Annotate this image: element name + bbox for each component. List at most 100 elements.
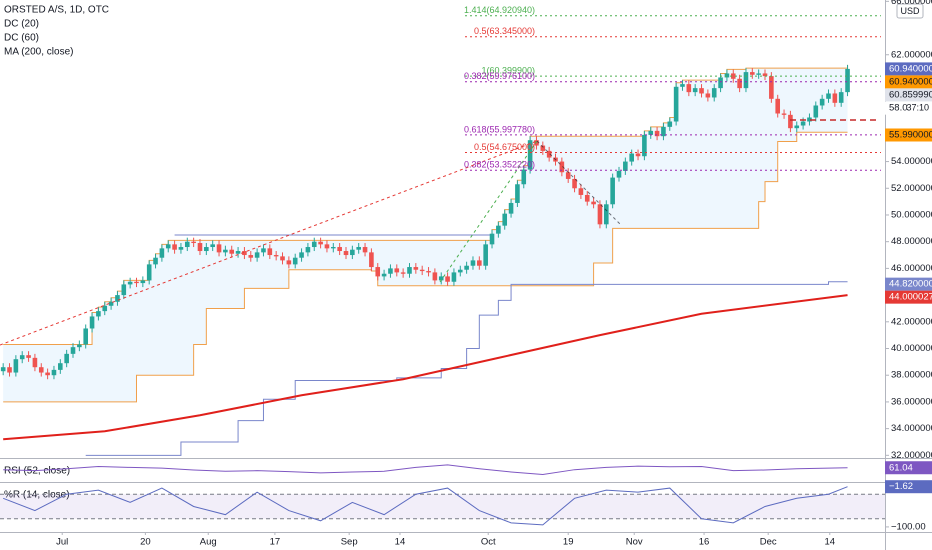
y-tick-label: 46.000000: [891, 263, 932, 274]
fib-label: 1(60.399900): [481, 65, 535, 75]
candle-body: [413, 267, 419, 270]
candle-body: [540, 145, 546, 151]
candle-body: [584, 194, 590, 202]
candle-body: [191, 241, 196, 244]
y-tick-label: 62.000000: [891, 49, 932, 60]
candle-body: [51, 369, 57, 376]
candle-body: [165, 244, 171, 249]
candle-body: [534, 140, 539, 146]
x-tick-label: Dec: [760, 537, 777, 548]
y-tick-label: 42.000000: [891, 316, 932, 327]
candle-body: [578, 188, 584, 195]
candle-body: [680, 84, 685, 87]
x-tick-label: 19: [563, 537, 574, 548]
candle-body: [483, 244, 488, 266]
price-tag-label: 55.990000: [889, 130, 932, 141]
candle-body: [216, 244, 222, 253]
candle-body: [153, 257, 158, 265]
y-tick-label: 38.000000: [891, 370, 932, 381]
candle-body: [438, 276, 444, 281]
candle-body: [159, 248, 165, 258]
candle-body: [45, 372, 50, 376]
candle-body: [743, 72, 749, 89]
candle-body: [724, 73, 730, 78]
price-tag: [885, 75, 932, 89]
currency-box[interactable]: [896, 3, 924, 19]
value-tag-label: −1.62: [889, 481, 913, 492]
price-tag: [885, 62, 932, 76]
candle-body: [115, 295, 120, 302]
currency[interactable]: USD: [900, 6, 920, 16]
candle-body: [781, 113, 787, 115]
symbol-title: ORSTED A/S, 1D, OTC: [4, 5, 109, 16]
candle-body: [375, 267, 381, 277]
candle-body: [19, 355, 25, 360]
candle-body: [603, 204, 609, 225]
fib-label: 0.382(59.976100): [464, 71, 535, 81]
fib-label: 0.382(53.352220): [464, 160, 535, 170]
fib-label: 0.618(55.997780): [464, 124, 535, 134]
candle-body: [769, 76, 774, 99]
x-tick-label: 14: [824, 537, 835, 548]
candle-body: [369, 252, 374, 268]
oscillator-line: [3, 464, 848, 476]
candle-body: [32, 357, 38, 368]
candle-body: [248, 255, 254, 258]
candle-body: [172, 244, 177, 250]
candle-body: [292, 257, 298, 265]
price-tag-label: 44.000027: [889, 292, 932, 303]
candle-body: [788, 114, 793, 129]
candle-body: [610, 177, 615, 205]
candle-body: [267, 248, 273, 256]
price-tag-label: 60.859990: [889, 89, 932, 100]
candle-body: [616, 170, 622, 178]
candle-body: [324, 244, 330, 249]
y-tick-label: 54.000000: [891, 156, 932, 167]
candle-body: [337, 247, 342, 252]
band-fill: [0, 494, 885, 519]
candle-body: [280, 256, 285, 261]
candle-body: [400, 272, 406, 274]
candle-body: [311, 241, 317, 248]
candle-body: [229, 249, 235, 254]
candle-body: [223, 249, 228, 253]
candle-body: [750, 72, 755, 75]
candle-body: [477, 260, 482, 266]
candle-body: [356, 247, 361, 250]
x-tick-label: Jul: [56, 537, 68, 548]
x-tick-label: 20: [140, 537, 151, 548]
candle-body: [305, 247, 311, 253]
candle-body: [711, 88, 717, 98]
candle-body: [661, 126, 666, 137]
candle-body: [451, 272, 457, 282]
candle-body: [502, 213, 508, 226]
candle-body: [108, 301, 114, 306]
candle-body: [286, 260, 292, 265]
candle-body: [146, 264, 152, 281]
candle-body: [70, 347, 76, 354]
candle-body: [832, 93, 838, 103]
candle-body: [299, 252, 304, 258]
price-tag: [885, 101, 932, 115]
study-label: MA (200, close): [4, 47, 73, 58]
price-tag: [885, 277, 932, 291]
candle-body: [756, 73, 761, 75]
candle-body: [800, 121, 806, 126]
price-tag-label: 60.940000: [889, 76, 932, 87]
candle-body: [762, 73, 768, 77]
candle-body: [58, 363, 63, 370]
candle-body: [737, 78, 742, 89]
candle-body: [807, 117, 812, 122]
wr-label: %R (14, close): [4, 490, 70, 501]
candle-body: [445, 276, 450, 282]
candle-body: [273, 255, 279, 257]
candle-body: [597, 204, 603, 225]
candle-body: [388, 268, 393, 274]
candle-body: [184, 241, 190, 248]
candle-body: [350, 249, 355, 256]
candle-body: [254, 252, 260, 258]
study-label: DC (60): [4, 33, 39, 44]
candle-body: [178, 247, 184, 250]
candle-body: [515, 184, 520, 203]
